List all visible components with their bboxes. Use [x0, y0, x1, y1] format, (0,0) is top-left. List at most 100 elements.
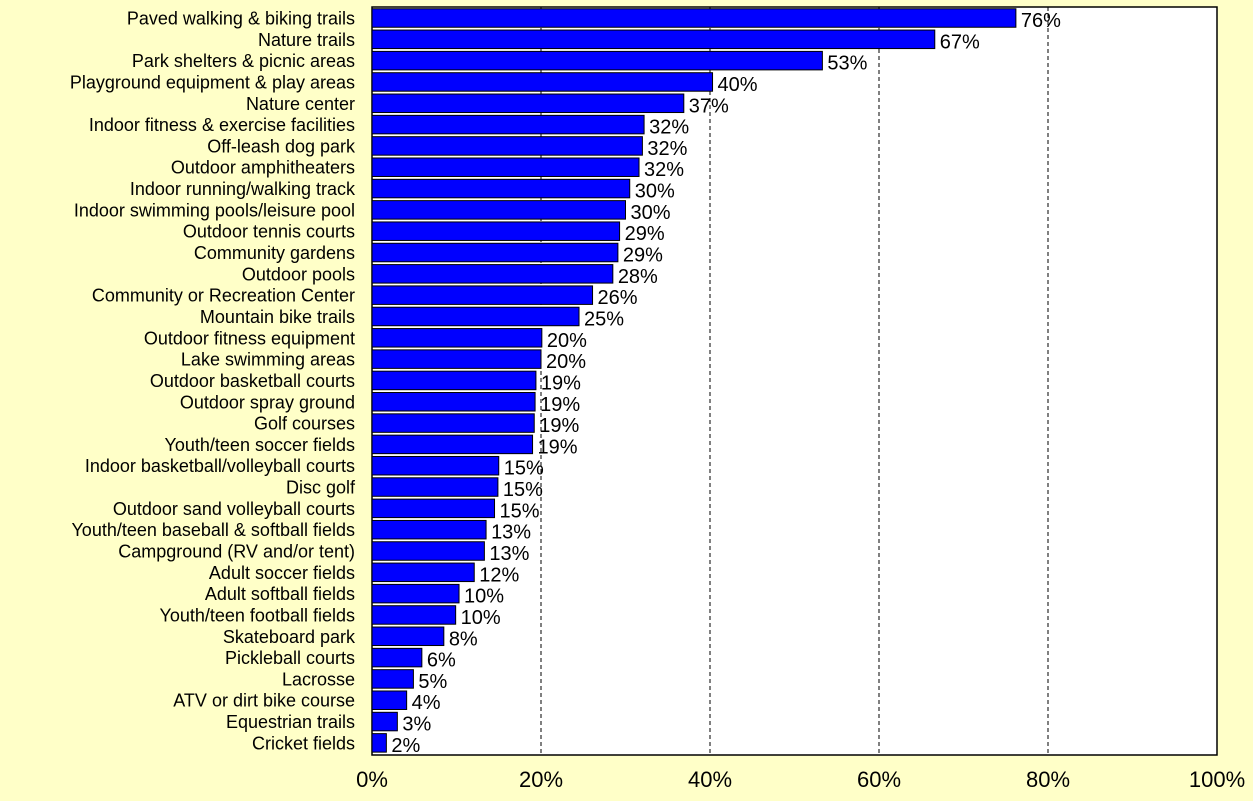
bar [371, 72, 714, 92]
value-label: 19% [541, 372, 581, 394]
category-label: Outdoor amphitheaters [171, 158, 355, 178]
value-label: 76% [1021, 10, 1061, 32]
bar [371, 178, 631, 199]
category-label: Campground (RV and/or tent) [118, 542, 355, 562]
bar [371, 669, 414, 689]
category-label: Outdoor spray ground [180, 392, 355, 412]
category-label: Youth/teen soccer fields [165, 435, 355, 455]
bar [371, 221, 621, 241]
bar [371, 519, 487, 540]
x-tick-label: 0% [356, 767, 388, 792]
bar [371, 200, 626, 220]
x-tick-label: 40% [688, 767, 732, 792]
value-label: 32% [644, 159, 684, 181]
bar [371, 541, 485, 561]
category-label: Pickleball courts [225, 648, 355, 668]
x-tick-label: 20% [519, 767, 563, 792]
category-label: Youth/teen baseball & softball fields [71, 520, 355, 540]
category-label: Indoor basketball/volleyball courts [85, 456, 355, 476]
value-label: 15% [503, 479, 543, 501]
bar [371, 50, 823, 71]
bar [371, 136, 643, 156]
value-label: 28% [618, 266, 658, 288]
value-labels: 76%67%53%40%37%32%32%32%30%30%29%29%28%2… [391, 10, 1061, 757]
value-label: 20% [546, 351, 586, 373]
bar [371, 8, 1017, 28]
x-tick-label: 100% [1189, 767, 1245, 792]
bar [371, 157, 640, 177]
value-label: 8% [449, 628, 478, 650]
value-label: 29% [625, 223, 665, 245]
category-label: Paved walking & biking trails [127, 9, 355, 29]
bar [371, 370, 537, 391]
bar [371, 605, 457, 625]
bar [371, 626, 445, 647]
category-label: Indoor fitness & exercise facilities [89, 115, 355, 135]
value-label: 15% [500, 500, 540, 522]
category-label: Adult soccer fields [209, 563, 355, 583]
bar [371, 264, 614, 284]
bar [371, 562, 475, 583]
value-label: 15% [504, 458, 544, 480]
bars [371, 8, 1017, 753]
value-label: 13% [491, 522, 531, 544]
value-label: 5% [418, 671, 447, 693]
value-label: 29% [623, 245, 663, 267]
value-label: 20% [547, 330, 587, 352]
value-label: 19% [540, 394, 580, 416]
value-label: 30% [631, 202, 671, 224]
value-label: 10% [461, 607, 501, 629]
bar [371, 349, 542, 369]
x-axis-ticks: 0% 20% 40% 60% 80% 100% [356, 767, 1245, 792]
bar [371, 583, 460, 604]
category-label: Cricket fields [252, 733, 355, 753]
category-label: Community or Recreation Center [92, 286, 355, 306]
category-label: Mountain bike trails [200, 307, 355, 327]
bar [371, 498, 496, 519]
value-label: 19% [539, 415, 579, 437]
bar [371, 285, 594, 305]
bar [371, 711, 398, 732]
category-label: Nature center [246, 94, 355, 114]
value-label: 2% [391, 735, 420, 757]
bar [371, 306, 580, 327]
value-label: 40% [718, 74, 758, 96]
category-label: Playground equipment & play areas [70, 72, 355, 92]
category-label: Skateboard park [223, 627, 356, 647]
category-label: Outdoor fitness equipment [144, 328, 355, 348]
bar [371, 29, 936, 50]
category-label: Golf courses [254, 414, 355, 434]
value-label: 26% [598, 287, 638, 309]
category-label: ATV or dirt bike course [173, 691, 355, 711]
category-label: Outdoor tennis courts [183, 222, 355, 242]
value-label: 3% [402, 714, 431, 736]
bar [371, 114, 645, 135]
bar [371, 690, 408, 710]
bar [371, 242, 619, 263]
value-label: 53% [827, 53, 867, 75]
value-label: 32% [649, 117, 689, 139]
category-label: Outdoor sand volleyball courts [113, 499, 355, 519]
value-label: 13% [489, 543, 529, 565]
category-label: Nature trails [258, 30, 355, 50]
value-label: 19% [538, 436, 578, 458]
category-label: Outdoor basketball courts [150, 371, 355, 391]
bar [371, 328, 543, 348]
value-label: 25% [584, 308, 624, 330]
category-label: Indoor running/walking track [130, 179, 356, 199]
value-label: 37% [689, 95, 729, 117]
category-label: Equestrian trails [226, 712, 355, 732]
category-label: Lacrosse [282, 669, 355, 689]
value-label: 4% [412, 692, 441, 714]
category-label: Off-leash dog park [207, 136, 356, 156]
bar [371, 93, 685, 114]
category-label: Park shelters & picnic areas [132, 51, 355, 71]
bar [371, 392, 536, 412]
value-label: 30% [635, 181, 675, 203]
value-label: 67% [940, 31, 980, 53]
bar [371, 455, 500, 476]
x-tick-label: 60% [857, 767, 901, 792]
